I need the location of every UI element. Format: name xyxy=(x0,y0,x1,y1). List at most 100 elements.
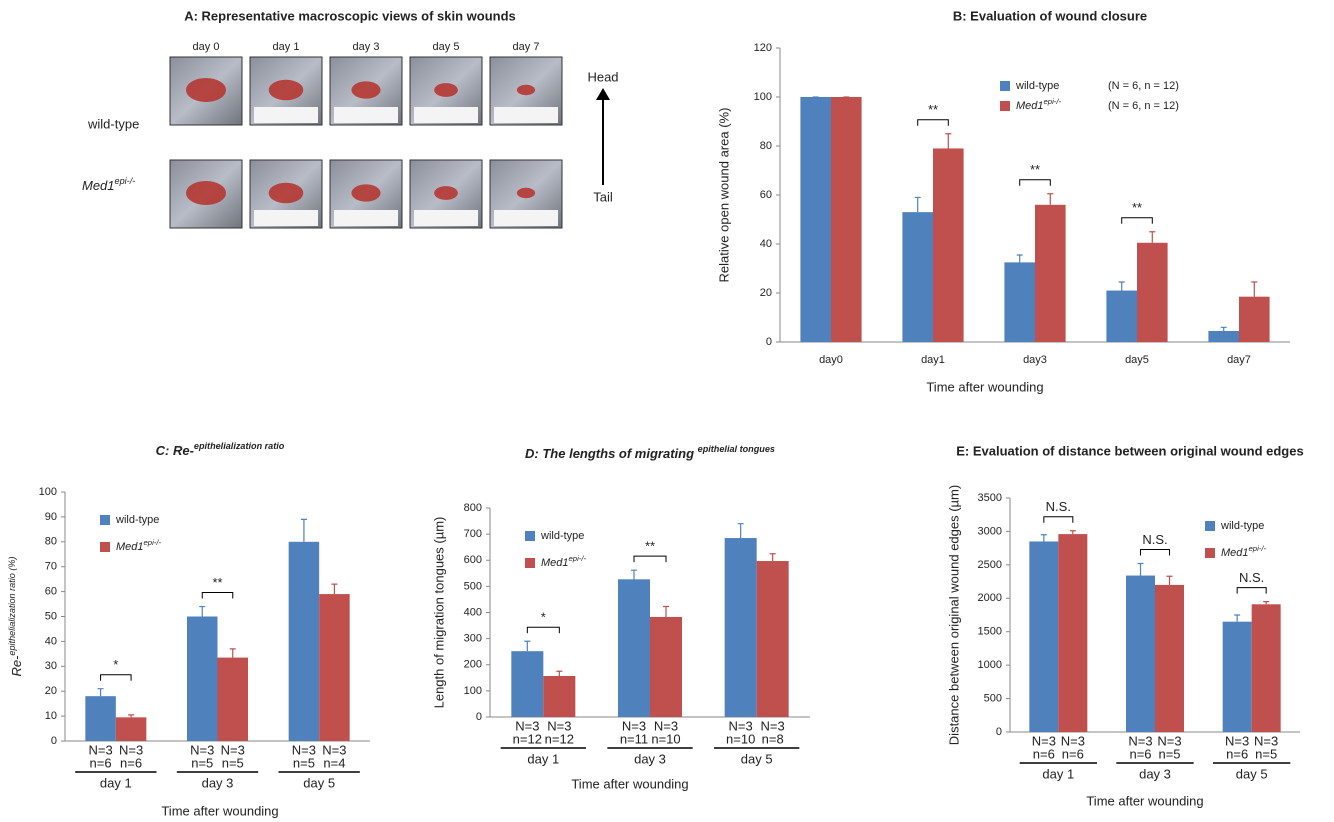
x-tick-label: day 5 xyxy=(1236,766,1268,781)
error-bar xyxy=(1047,194,1053,205)
sample-label: n=10 xyxy=(726,731,755,746)
y-tick-label: 0 xyxy=(996,726,1002,738)
row-label: Med1epi-/- xyxy=(82,176,135,193)
significance-bracket xyxy=(1122,218,1153,224)
significance-bracket xyxy=(1020,180,1051,186)
bar xyxy=(618,579,650,717)
y-tick-label: 40 xyxy=(45,635,57,647)
y-axis-label: Distance between original wound edges (µ… xyxy=(946,485,961,745)
ruler xyxy=(334,210,398,226)
day-label: day 5 xyxy=(433,41,460,53)
sample-label: n=5 xyxy=(1158,746,1180,761)
sample-label: n=10 xyxy=(651,731,680,746)
significance-label: N.S. xyxy=(1046,499,1071,514)
x-axis-label: Time after wounding xyxy=(161,803,278,818)
y-axis-label: Re-epithelialization ratio (%) xyxy=(7,556,24,676)
bar xyxy=(543,676,575,717)
bar xyxy=(1252,604,1281,732)
y-tick-label: 3000 xyxy=(978,525,1002,537)
bar xyxy=(289,542,320,741)
legend-label: wild-type xyxy=(1015,80,1059,92)
y-tick-label: 700 xyxy=(464,528,482,540)
y-tick-label: 20 xyxy=(45,685,57,697)
wound xyxy=(434,186,458,200)
significance-label: ** xyxy=(645,539,655,554)
significance-bracket xyxy=(527,627,559,633)
x-tick-label: day 3 xyxy=(634,751,666,766)
y-tick-label: 120 xyxy=(754,42,772,54)
sample-label: n=12 xyxy=(545,731,574,746)
x-tick-label: day 1 xyxy=(1042,766,1074,781)
y-tick-label: 300 xyxy=(464,633,482,645)
legend-swatch xyxy=(1000,81,1010,91)
error-bar xyxy=(301,519,307,541)
figure: A: Representative macroscopic views of s… xyxy=(0,0,1334,822)
error-bar xyxy=(738,524,744,538)
legend-swatch xyxy=(1000,101,1010,111)
error-bar xyxy=(663,606,669,616)
y-tick-label: 100 xyxy=(754,91,772,103)
y-tick-label: 500 xyxy=(984,692,1002,704)
significance-label: N.S. xyxy=(1239,570,1264,585)
bar xyxy=(187,617,218,742)
legend-note: (N = 6, n = 12) xyxy=(1108,100,1179,112)
x-tick-label: day 3 xyxy=(1139,766,1171,781)
x-axis-label: Time after wounding xyxy=(571,776,688,791)
bar xyxy=(1029,541,1058,732)
bar xyxy=(1035,205,1066,342)
ruler xyxy=(254,107,318,123)
y-tick-label: 80 xyxy=(760,140,772,152)
y-tick-label: 1000 xyxy=(978,659,1002,671)
y-tick-label: 20 xyxy=(760,287,772,299)
ruler xyxy=(414,107,478,123)
legend-label: Med1epi-/- xyxy=(1016,97,1061,112)
legend-swatch xyxy=(525,558,535,568)
sample-label: n=5 xyxy=(222,755,244,770)
panel-title: A: Representative macroscopic views of s… xyxy=(184,8,516,23)
bar xyxy=(800,97,831,342)
bar xyxy=(1106,291,1137,342)
bar xyxy=(1004,262,1035,342)
error-bar xyxy=(1251,282,1257,297)
x-tick-label: day 3 xyxy=(202,775,234,790)
legend-label: Med1epi-/- xyxy=(116,538,161,553)
significance-label: * xyxy=(113,657,118,672)
y-tick-label: 400 xyxy=(464,606,482,618)
error-bar xyxy=(199,607,205,617)
y-tick-label: 80 xyxy=(45,536,57,548)
bar xyxy=(85,696,116,741)
significance-label: ** xyxy=(1030,162,1040,177)
wound xyxy=(186,78,226,102)
wound xyxy=(351,81,380,98)
significance-label: ** xyxy=(212,575,222,590)
x-axis-label: Time after wounding xyxy=(926,379,1043,394)
bar xyxy=(1208,331,1239,342)
day-label: day 1 xyxy=(273,41,300,53)
day-label: day 3 xyxy=(353,41,380,53)
legend-swatch xyxy=(100,542,110,552)
bar xyxy=(1155,585,1184,732)
sample-label: n=5 xyxy=(293,755,315,770)
sample-label: n=6 xyxy=(1033,746,1055,761)
chart-title: C: Re-epithelialization ratio xyxy=(156,441,285,458)
sample-label: n=6 xyxy=(1062,746,1084,761)
y-tick-label: 0 xyxy=(766,336,772,348)
y-tick-label: 30 xyxy=(45,660,57,672)
bar xyxy=(1223,622,1252,732)
x-tick-label: day 1 xyxy=(100,775,132,790)
legend-swatch xyxy=(1205,548,1215,558)
x-tick-label: day3 xyxy=(1023,354,1047,366)
error-bar xyxy=(1263,602,1269,605)
bar xyxy=(757,561,789,717)
x-tick-label: day 1 xyxy=(527,751,559,766)
x-axis-label: Time after wounding xyxy=(1086,793,1203,808)
y-axis-label: Length of migration tongues (µm) xyxy=(431,517,446,709)
significance-label: * xyxy=(541,610,546,625)
significance-bracket xyxy=(1237,588,1266,594)
sample-label: n=12 xyxy=(513,731,542,746)
error-bar xyxy=(1017,255,1023,262)
chart-title: B: Evaluation of wound closure xyxy=(953,8,1147,23)
legend-swatch xyxy=(1205,521,1215,531)
sample-label: n=4 xyxy=(323,755,345,770)
ruler xyxy=(414,210,478,226)
